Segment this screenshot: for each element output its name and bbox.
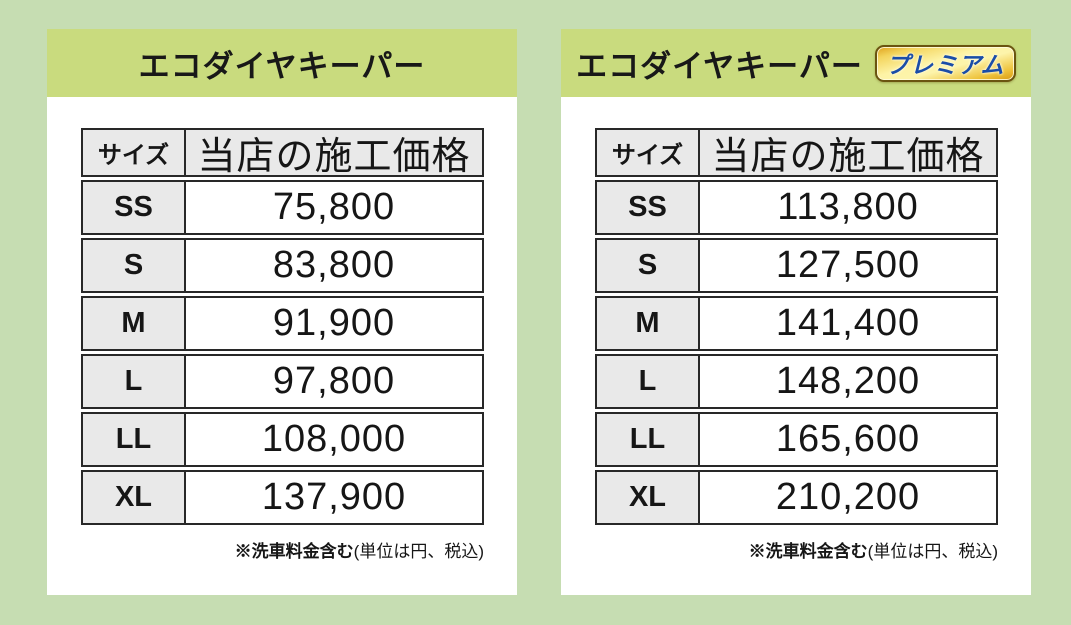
size-cell: L	[83, 356, 186, 407]
price-cell: 113,800	[777, 186, 919, 228]
price-cell: 108,000	[261, 418, 407, 460]
table-row: M 91,900	[81, 296, 484, 351]
price-cell: 83,800	[272, 244, 396, 286]
footnote-bold-text: ※洗車料金含む	[748, 542, 868, 561]
footnote-regular-text: (単位は円、税込)	[867, 542, 998, 561]
table-header-row: サイズ 当店の施工価格	[81, 128, 484, 178]
price-table-standard: サイズ 当店の施工価格 SS 75,800 S 83,800 M 91,900 …	[81, 128, 484, 525]
table-header-row: サイズ 当店の施工価格	[595, 128, 998, 178]
size-cell: XL	[597, 472, 700, 523]
table-row: L 148,200	[595, 354, 998, 409]
size-cell: M	[83, 298, 186, 349]
size-cell: LL	[597, 414, 700, 465]
column-header-size: サイズ	[83, 130, 186, 175]
footnote-bold-text: ※洗車料金含む	[234, 542, 354, 561]
size-cell: LL	[83, 414, 186, 465]
footnote: ※洗車料金含む(単位は円、税込)	[595, 537, 998, 562]
panel-header-premium: エコダイヤキーパー プレミアム	[561, 29, 1031, 97]
column-header-price: 当店の施工価格	[186, 130, 482, 178]
table-row: LL 165,600	[595, 412, 998, 467]
size-cell: S	[83, 240, 186, 291]
table-row: SS 113,800	[595, 180, 998, 235]
table-row: S 83,800	[81, 238, 484, 293]
table-row: XL 137,900	[81, 470, 484, 525]
panel-title: エコダイヤキーパー	[138, 48, 426, 84]
price-cell: 91,900	[272, 302, 396, 344]
price-cell: 75,800	[272, 186, 396, 228]
size-cell: S	[597, 240, 700, 291]
table-row: L 97,800	[81, 354, 484, 409]
column-header-size: サイズ	[597, 130, 700, 175]
price-panel-standard: エコダイヤキーパー サイズ 当店の施工価格 SS 75,800 S 83,800…	[47, 29, 517, 595]
price-panel-premium: エコダイヤキーパー プレミアム サイズ 当店の施工価格 SS 113,800 S…	[561, 29, 1031, 595]
footnote-regular-text: (単位は円、税込)	[353, 542, 484, 561]
panel-header-standard: エコダイヤキーパー	[47, 29, 517, 97]
price-table-premium: サイズ 当店の施工価格 SS 113,800 S 127,500 M 141,4…	[595, 128, 998, 525]
table-row: S 127,500	[595, 238, 998, 293]
table-row: M 141,400	[595, 296, 998, 351]
price-cell: 127,500	[775, 244, 921, 286]
table-row: SS 75,800	[81, 180, 484, 235]
size-cell: M	[597, 298, 700, 349]
price-cell: 97,800	[272, 360, 396, 402]
table-row: XL 210,200	[595, 470, 998, 525]
price-cell: 141,400	[775, 302, 921, 344]
price-cell: 165,600	[775, 418, 921, 460]
panel-title: エコダイヤキーパー	[576, 48, 863, 84]
size-cell: L	[597, 356, 700, 407]
footnote: ※洗車料金含む(単位は円、税込)	[81, 537, 484, 562]
price-cell: 148,200	[775, 360, 921, 402]
size-cell: SS	[597, 182, 700, 233]
table-row: LL 108,000	[81, 412, 484, 467]
price-cell: 210,200	[775, 476, 921, 518]
size-cell: XL	[83, 472, 186, 523]
column-header-price: 当店の施工価格	[700, 130, 996, 178]
size-cell: SS	[83, 182, 186, 233]
price-cell: 137,900	[261, 476, 407, 518]
premium-badge: プレミアム	[874, 44, 1016, 82]
